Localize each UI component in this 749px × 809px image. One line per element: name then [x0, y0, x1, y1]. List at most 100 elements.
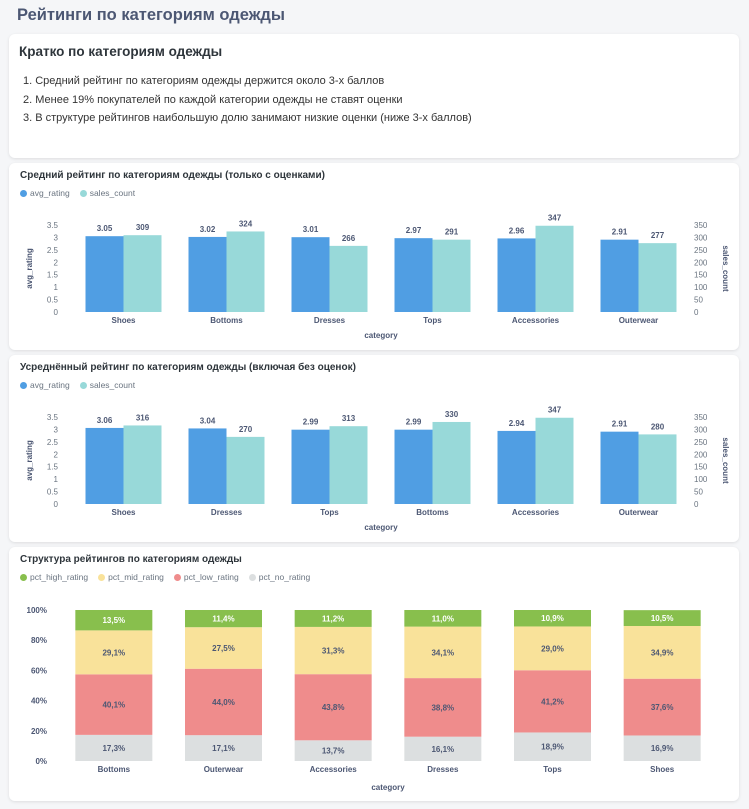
chart-title: Структура рейтингов по категориям одежды	[20, 554, 242, 565]
x-axis-title: category	[371, 783, 405, 792]
y-tick-label: 100%	[27, 606, 47, 615]
x-tick-label: Bottoms	[210, 316, 243, 325]
legend-label: pct_no_rating	[258, 572, 311, 582]
chart-title: Средний рейтинг по категориям одежды (то…	[20, 170, 325, 181]
data-label: 11,0%	[432, 614, 454, 623]
data-label: 2.96	[509, 226, 525, 235]
bar-sales-count-tops	[329, 426, 368, 504]
bar-sales-count-bottoms	[432, 421, 471, 504]
y2-tick-label: 150	[694, 271, 708, 280]
legend-label: pct_high_rating	[30, 572, 89, 582]
legend-item-avg-rating[interactable]: avg_rating	[20, 188, 70, 198]
legend-item-pct-high-rating[interactable]: pct_high_rating	[20, 572, 88, 582]
bar-avg-rating-dresses	[291, 237, 330, 312]
data-label: 16,9%	[651, 744, 674, 753]
chart-legend: avg_rating sales_count	[20, 188, 135, 198]
data-label: 347	[548, 214, 562, 223]
data-label: 13,5%	[102, 616, 125, 625]
data-label: 3.02	[200, 225, 216, 234]
x-tick-label: Accessories	[310, 765, 358, 774]
legend-item-sales-count[interactable]: sales_count	[79, 188, 135, 198]
bar-sales-count-dresses	[226, 436, 265, 504]
data-label: 2.97	[406, 226, 422, 235]
legend-label: avg_rating	[30, 380, 70, 390]
bar-avg-rating-dresses	[188, 428, 227, 504]
segment-pct-high-rating-accessories	[294, 610, 372, 627]
summary-item: 3. В структуре рейтингов наибольшую долю…	[23, 112, 472, 124]
x-tick-label: Bottoms	[98, 765, 131, 774]
y2-tick-label: 0	[694, 500, 699, 509]
rating-structure-card: Структура рейтингов по категориям одежды…	[9, 547, 739, 801]
y2-tick-label: 50	[694, 296, 703, 305]
data-label: 324	[239, 219, 253, 228]
bar-avg-rating-tops	[394, 238, 433, 312]
x-axis-title: category	[364, 331, 398, 340]
bar-avg-rating-shoes	[85, 427, 124, 504]
data-label: 10,5%	[651, 614, 674, 623]
y-tick-label: 0	[54, 308, 59, 317]
summary-title: Кратко по категориям одежды	[19, 44, 223, 59]
segment-pct-low-rating-outerwear	[185, 668, 262, 736]
data-label: 270	[239, 425, 253, 434]
y-tick-label: 2.5	[47, 246, 59, 255]
avg-rating-rated-card: Средний рейтинг по категориям одежды (то…	[9, 163, 739, 350]
x-tick-label: Shoes	[650, 765, 675, 774]
segment-pct-low-rating-bottoms	[75, 674, 153, 735]
y2-tick-label: 250	[694, 438, 708, 447]
legend-item-pct-mid-rating[interactable]: pct_mid_rating	[98, 572, 164, 582]
data-label: 11,2%	[322, 614, 344, 623]
chart-legend: pct_high_rating pct_mid_rating pct_low_r…	[20, 572, 310, 582]
bar-avg-rating-outerwear	[600, 431, 639, 504]
segment-pct-no-rating-outerwear	[185, 735, 262, 761]
data-label: 316	[136, 413, 150, 422]
legend-item-pct-low-rating[interactable]: pct_low_rating	[173, 572, 239, 582]
x-tick-label: Outerwear	[619, 508, 659, 517]
data-label: 2.99	[406, 418, 422, 427]
y-tick-label: 2	[54, 258, 59, 267]
legend-item-pct-no-rating[interactable]: pct_no_rating	[248, 572, 311, 582]
legend-item-avg-rating[interactable]: avg_rating	[20, 380, 70, 390]
avg-rating-all-chart: 0 0.5 1 1.5 2 2.5 3 3.5 0 50 100 150 200 250 300 350 avg…	[25, 406, 730, 532]
legend-dot	[173, 573, 181, 581]
legend-item-sales-count[interactable]: sales_count	[79, 380, 135, 390]
y-tick-label: 3	[54, 425, 59, 434]
y-tick-label: 60%	[31, 666, 47, 675]
y2-tick-label: 200	[694, 450, 708, 459]
legend-dot	[248, 573, 256, 581]
data-label: 313	[342, 414, 356, 423]
legend-dot	[20, 189, 27, 197]
y2-axis-title: sales_count	[721, 245, 730, 292]
y-tick-label: 0%	[35, 757, 47, 766]
bar-sales-count-accessories	[535, 225, 574, 312]
segment-pct-low-rating-dresses	[404, 678, 482, 737]
summary-card: Кратко по категориям одежды 1. Средний р…	[9, 34, 739, 158]
bar-sales-count-outerwear	[638, 243, 677, 312]
y-tick-label: 0.5	[47, 296, 59, 305]
bar-avg-rating-bottoms	[394, 429, 433, 504]
data-label: 3.04	[200, 416, 216, 425]
x-tick-label: Tops	[543, 765, 562, 774]
legend-label: pct_mid_rating	[108, 572, 164, 582]
segment-pct-low-rating-accessories	[294, 674, 372, 741]
x-tick-label: Outerwear	[619, 316, 659, 325]
y-axis-title: avg_rating	[25, 440, 34, 481]
y2-tick-label: 100	[694, 283, 708, 292]
summary-item: 1. Средний рейтинг по категориям одежды …	[23, 75, 385, 87]
x-tick-label: Shoes	[111, 508, 136, 517]
segment-pct-high-rating-shoes	[623, 610, 701, 627]
x-tick-label: Accessories	[512, 316, 560, 325]
chart-legend: avg_rating sales_count	[20, 380, 135, 390]
bar-sales-count-dresses	[329, 245, 368, 312]
bar-avg-rating-bottoms	[188, 236, 227, 312]
bar-sales-count-shoes	[123, 235, 162, 312]
y2-tick-label: 350	[694, 221, 708, 230]
segment-pct-high-rating-outerwear	[185, 610, 262, 628]
data-label: 43,8%	[322, 703, 345, 712]
x-tick-label: Shoes	[111, 316, 136, 325]
data-label: 13,7%	[322, 747, 345, 756]
y-tick-label: 2	[54, 450, 59, 459]
data-label: 18,9%	[541, 743, 564, 752]
data-label: 3.05	[97, 224, 113, 233]
segment-pct-mid-rating-tops	[514, 626, 591, 671]
rating-structure-chart: 0% 20% 40% 60% 80% 100% category 17,3% 40,1% 29,1…	[27, 606, 701, 792]
